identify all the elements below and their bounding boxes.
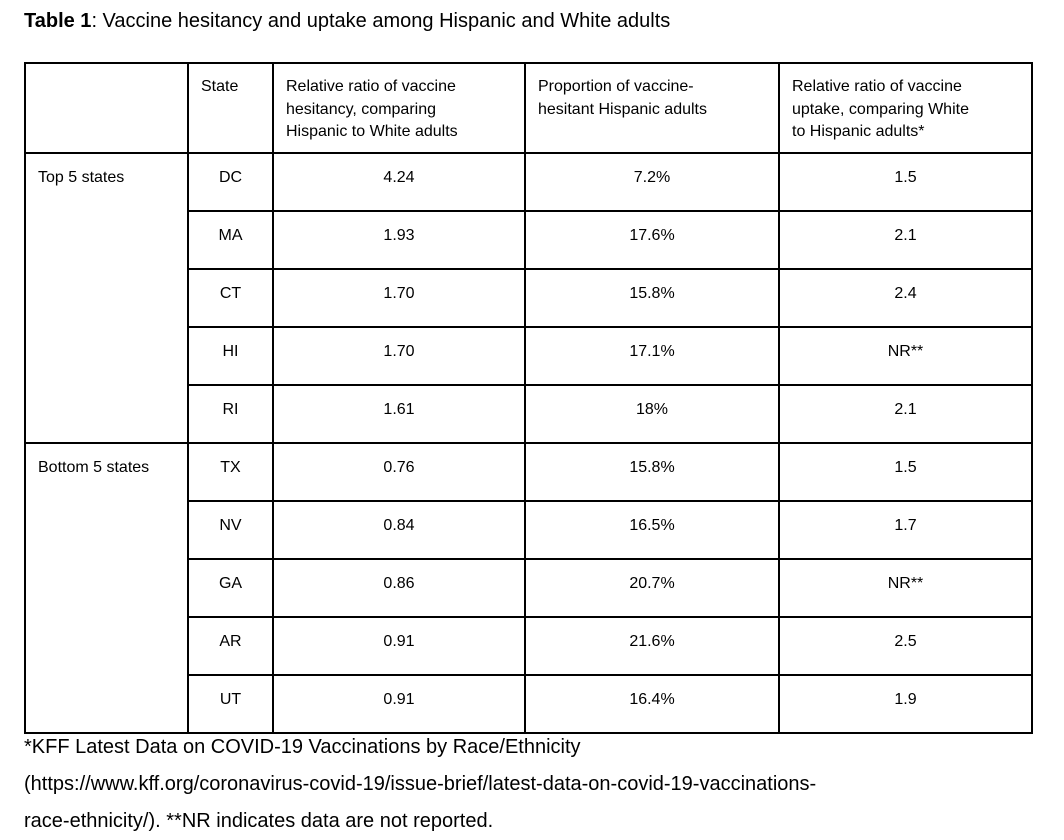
uptake-ratio-cell: NR** bbox=[778, 558, 1033, 618]
uptake-ratio-cell: 2.5 bbox=[778, 616, 1033, 676]
state-cell: CT bbox=[187, 268, 274, 328]
state-cell: TX bbox=[187, 442, 274, 502]
row-group-bottom5-label: Bottom 5 states bbox=[24, 442, 189, 734]
table-row: HI 1.70 17.1% NR** bbox=[25, 326, 1033, 386]
uptake-ratio-cell: NR** bbox=[778, 326, 1033, 386]
col-header-group bbox=[24, 62, 189, 154]
state-cell: UT bbox=[187, 674, 274, 734]
table-caption-label: Table 1 bbox=[24, 10, 92, 32]
hesitancy-ratio-cell: 4.24 bbox=[272, 152, 526, 212]
uptake-ratio-cell: 2.4 bbox=[778, 268, 1033, 328]
hesitancy-ratio-cell: 0.86 bbox=[272, 558, 526, 618]
col-header-hesitant-proportion: Proportion of vaccine- hesitant Hispanic… bbox=[524, 62, 780, 154]
table-caption-text: : Vaccine hesitancy and uptake among His… bbox=[91, 10, 671, 32]
proportion-cell: 17.6% bbox=[524, 210, 780, 270]
state-cell: MA bbox=[187, 210, 274, 270]
col-header-hesitancy-ratio: Relative ratio of vaccine hesitancy, com… bbox=[272, 62, 526, 154]
proportion-cell: 18% bbox=[524, 384, 780, 444]
table-row: MA 1.93 17.6% 2.1 bbox=[25, 210, 1033, 270]
proportion-cell: 16.4% bbox=[524, 674, 780, 734]
footnote-line: (https://www.kff.org/coronavirus-covid-1… bbox=[24, 773, 817, 795]
hesitancy-ratio-cell: 0.84 bbox=[272, 500, 526, 560]
col-header-uptake-ratio: Relative ratio of vaccine uptake, compar… bbox=[778, 62, 1033, 154]
state-cell: GA bbox=[187, 558, 274, 618]
hesitancy-ratio-cell: 0.91 bbox=[272, 674, 526, 734]
uptake-ratio-cell: 1.5 bbox=[778, 152, 1033, 212]
table-row: AR 0.91 21.6% 2.5 bbox=[25, 616, 1033, 676]
table-row: UT 0.91 16.4% 1.9 bbox=[25, 674, 1033, 734]
state-cell: AR bbox=[187, 616, 274, 676]
vaccine-hesitancy-table: State Relative ratio of vaccine hesitanc… bbox=[24, 62, 1033, 734]
uptake-ratio-cell: 1.9 bbox=[778, 674, 1033, 734]
table-row: RI 1.61 18% 2.1 bbox=[25, 384, 1033, 444]
hesitancy-ratio-cell: 1.93 bbox=[272, 210, 526, 270]
table-row: Top 5 states DC 4.24 7.2% 1.5 bbox=[24, 152, 1033, 444]
proportion-cell: 16.5% bbox=[524, 500, 780, 560]
footnote-line: *KFF Latest Data on COVID-19 Vaccination… bbox=[24, 736, 581, 758]
footnote: *KFF Latest Data on COVID-19 Vaccination… bbox=[24, 729, 816, 840]
col-header-state: State bbox=[187, 62, 274, 154]
state-cell: NV bbox=[187, 500, 274, 560]
proportion-cell: 7.2% bbox=[524, 152, 780, 212]
uptake-ratio-cell: 2.1 bbox=[778, 210, 1033, 270]
proportion-cell: 21.6% bbox=[524, 616, 780, 676]
uptake-ratio-cell: 2.1 bbox=[778, 384, 1033, 444]
table-row: GA 0.86 20.7% NR** bbox=[25, 558, 1033, 618]
row-group-top5-label: Top 5 states bbox=[24, 152, 189, 444]
table-row: NV 0.84 16.5% 1.7 bbox=[25, 500, 1033, 560]
uptake-ratio-cell: 1.5 bbox=[778, 442, 1033, 502]
footnote-line: race-ethnicity/). **NR indicates data ar… bbox=[24, 810, 494, 832]
hesitancy-ratio-cell: 1.70 bbox=[272, 326, 526, 386]
uptake-ratio-cell: 1.7 bbox=[778, 500, 1033, 560]
state-cell: RI bbox=[187, 384, 274, 444]
table-caption: Table 1: Vaccine hesitancy and uptake am… bbox=[24, 7, 670, 35]
hesitancy-ratio-cell: 1.70 bbox=[272, 268, 526, 328]
proportion-cell: 15.8% bbox=[524, 268, 780, 328]
state-cell: DC bbox=[187, 152, 274, 212]
table-row: CT 1.70 15.8% 2.4 bbox=[25, 268, 1033, 328]
hesitancy-ratio-cell: 1.61 bbox=[272, 384, 526, 444]
state-cell: HI bbox=[187, 326, 274, 386]
proportion-cell: 20.7% bbox=[524, 558, 780, 618]
proportion-cell: 15.8% bbox=[524, 442, 780, 502]
proportion-cell: 17.1% bbox=[524, 326, 780, 386]
hesitancy-ratio-cell: 0.91 bbox=[272, 616, 526, 676]
header-row: State Relative ratio of vaccine hesitanc… bbox=[24, 62, 1033, 154]
table-row: Bottom 5 states TX 0.76 15.8% 1.5 bbox=[24, 442, 1033, 734]
hesitancy-ratio-cell: 0.76 bbox=[272, 442, 526, 502]
